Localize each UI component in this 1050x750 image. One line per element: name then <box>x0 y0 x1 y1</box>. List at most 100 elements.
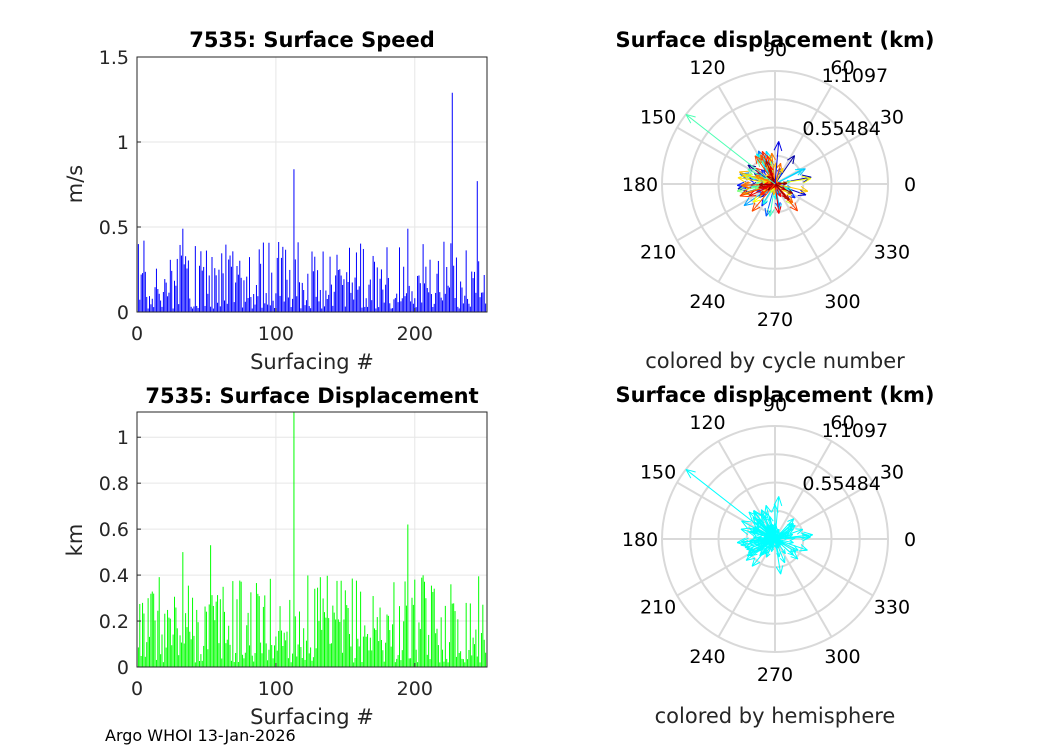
angle-label: 240 <box>689 646 725 668</box>
polar-spoke <box>774 538 874 597</box>
displacement-axes-box <box>136 411 488 668</box>
polar-cycle-caption: colored by cycle number <box>645 349 905 373</box>
vector-head <box>765 160 771 166</box>
angle-label: 90 <box>763 39 787 61</box>
vector-head <box>788 187 793 192</box>
vector-head <box>762 200 769 205</box>
vector-head <box>768 516 771 523</box>
vector-head <box>772 190 775 195</box>
angle-label: 240 <box>689 291 725 313</box>
vector-head <box>748 545 755 552</box>
vector-head <box>790 556 799 560</box>
vector-head <box>796 528 804 535</box>
vector <box>770 531 776 540</box>
vector-head <box>802 174 812 178</box>
vector-head <box>741 184 750 189</box>
vector-head <box>753 199 761 203</box>
polar-hemisphere-chart: 0 30 60 90 120 150 180 210 240 270 300 330 0.55484 1.… <box>615 383 934 728</box>
vector-head <box>752 516 761 521</box>
vector <box>751 538 776 567</box>
vector <box>774 182 787 185</box>
angle-label: 30 <box>880 462 904 484</box>
x-tick-label: 0 <box>131 678 143 700</box>
vector-head <box>798 549 808 552</box>
displacement-chart: 0 100 200 0 0.2 0.4 0.6 0.8 1 7535: Surface Disp… <box>63 384 488 729</box>
vector-head <box>761 201 768 207</box>
vector <box>748 183 776 197</box>
angle-label: 330 <box>874 597 910 619</box>
vector-head <box>794 168 803 171</box>
vector-head <box>754 175 760 180</box>
angle-label: 150 <box>640 107 676 129</box>
vector-head <box>800 532 809 536</box>
vector-head <box>743 185 752 189</box>
vector-head <box>754 526 759 532</box>
vector-head <box>685 113 696 118</box>
vector-head <box>764 207 767 217</box>
vector-head <box>685 469 692 479</box>
speed-title: 7535: Surface Speed <box>189 28 435 52</box>
x-tick-label: 0 <box>131 323 143 345</box>
vector <box>774 183 793 194</box>
vector-head <box>752 195 757 203</box>
vector-head <box>758 520 762 527</box>
vector-head <box>773 162 777 168</box>
vector-head <box>741 193 751 196</box>
vector-head <box>778 206 782 214</box>
vector-head <box>780 163 782 169</box>
vector-head <box>764 530 770 533</box>
vector <box>774 155 795 185</box>
speed-xlabel: Surfacing # <box>250 350 374 374</box>
vector-head <box>767 208 771 217</box>
vector <box>774 183 780 214</box>
displacement-ticks: 0 100 200 0 0.2 0.4 0.6 0.8 1 <box>99 427 433 700</box>
vector-head <box>751 561 761 567</box>
vector-head <box>755 546 760 552</box>
vector-head <box>769 165 774 171</box>
vector-head <box>761 199 764 206</box>
vector <box>748 538 776 552</box>
vector-head <box>762 516 764 523</box>
speed-axes-box <box>136 56 488 313</box>
vector-head <box>743 197 750 206</box>
vector-head <box>737 177 747 184</box>
polar-spoke <box>774 85 833 185</box>
vector-head <box>790 535 796 539</box>
vector-head <box>788 534 794 538</box>
vector-head <box>771 176 776 181</box>
vector-head <box>800 185 809 192</box>
vector-head <box>736 537 746 544</box>
footer-credit: Argo WHOI 13-Jan-2026 <box>105 726 296 745</box>
radius-label: 1.1097 <box>822 65 888 87</box>
vector-head <box>740 539 749 546</box>
vector-head <box>773 195 777 200</box>
vector-head <box>791 525 796 531</box>
y-tick-label: 1.5 <box>99 47 129 69</box>
vector <box>774 183 790 201</box>
y-tick-label: 0 <box>117 657 129 679</box>
displacement-bars <box>137 412 488 667</box>
vector-head <box>778 141 783 152</box>
vector-head <box>801 175 812 179</box>
vector-head <box>753 509 762 516</box>
vector-head <box>685 114 692 124</box>
vector-head <box>790 549 794 556</box>
vector-head <box>740 527 750 530</box>
y-tick-label: 0.5 <box>99 217 129 239</box>
polar-spoke <box>774 126 874 185</box>
y-tick-label: 1 <box>117 132 129 154</box>
vector-head <box>748 511 753 521</box>
angle-label: 0 <box>904 174 916 196</box>
vector-head <box>756 540 761 543</box>
vector-head <box>768 527 773 531</box>
vector-head <box>764 505 767 514</box>
vector-head <box>789 550 796 553</box>
vector-head <box>753 534 759 538</box>
angle-label: 150 <box>640 462 676 484</box>
vector-head <box>760 549 764 555</box>
vector-head <box>799 168 806 176</box>
vector-head <box>760 193 765 196</box>
vector-head <box>740 528 749 536</box>
polar-spoke <box>774 183 833 283</box>
vector <box>769 516 776 540</box>
